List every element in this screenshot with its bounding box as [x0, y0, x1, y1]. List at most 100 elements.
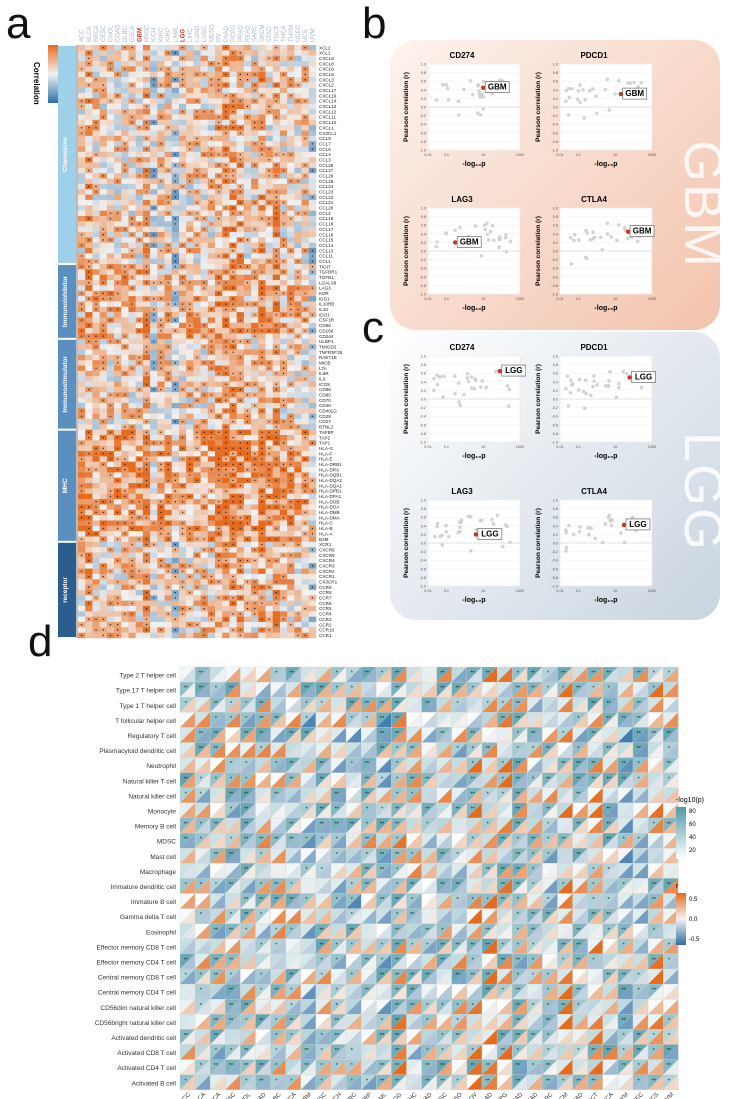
significance-dot: [88, 266, 90, 268]
heatmap-cell: [229, 194, 237, 201]
heatmap-cell: [308, 45, 317, 51]
significance-dot: [145, 314, 148, 316]
heatmap-cell: [229, 77, 237, 83]
heatmap-cell: [272, 178, 281, 185]
significance-dot: [217, 399, 220, 401]
heatmap-cell: [142, 258, 151, 265]
heatmap-cell: [186, 258, 194, 265]
heatmap-cell: [178, 258, 187, 265]
significance-dot: [225, 148, 227, 150]
heatmap-cell: [78, 370, 86, 377]
heatmap-cell: [279, 215, 288, 222]
heatmap-cell: [78, 151, 86, 158]
heatmap-cell: [106, 173, 115, 179]
significance-dot: [203, 228, 205, 231]
significance-dot: [167, 533, 169, 535]
heatmap-cell: [78, 274, 86, 281]
heatmap-cell: [150, 418, 158, 425]
heatmap-cell: [279, 621, 288, 628]
heatmap-cell: [251, 205, 259, 211]
heatmap-cell: [135, 82, 144, 88]
heatmap-cell: [106, 552, 115, 559]
significance-dot: [304, 68, 306, 70]
heatmap-cell: [272, 531, 281, 537]
gene-label: CD244: [319, 334, 334, 339]
significance-dot: [160, 367, 162, 369]
heatmap-cell: [229, 563, 237, 569]
heatmap-cell: [85, 461, 93, 468]
significance-dot: [290, 330, 292, 332]
significance-dot: [203, 420, 205, 423]
heatmap-cell: [78, 579, 86, 585]
heatmap-cell: [243, 541, 252, 548]
significance-dot: [167, 463, 169, 466]
heatmap-cell: [272, 568, 281, 575]
heatmap-cell: [308, 135, 317, 142]
heatmap-cell: [142, 237, 151, 243]
gene-label: CCR9: [319, 585, 332, 590]
significance-dot: [225, 431, 227, 434]
heatmap-cell: [164, 515, 172, 521]
heatmap-cell: [279, 274, 288, 281]
heatmap-cell: [135, 424, 144, 430]
heatmap-cell: [99, 98, 108, 104]
heatmap-cell: [207, 322, 216, 329]
heatmap-cell: [85, 627, 93, 633]
significance-dot: [210, 613, 213, 615]
significance-dot: [80, 105, 83, 108]
heatmap-cell: [106, 242, 115, 249]
heatmap-cell: [193, 483, 201, 489]
heatmap-cell: [193, 541, 201, 548]
significance-dot: [181, 282, 184, 284]
heatmap-cell: [135, 77, 144, 83]
significance-dot: [145, 121, 148, 124]
heatmap-cell: [186, 130, 194, 137]
panel-b-scatter-svg: CD2741.00.80.60.40.20.0-0.2-0.4-0.6-0.8-…: [403, 51, 524, 168]
significance-dot: [167, 73, 169, 76]
heatmap-cell: [251, 317, 259, 323]
heatmap-cell: [207, 520, 216, 527]
significance-dot: [232, 340, 234, 343]
significance-dot: [174, 479, 177, 482]
heatmap-cell: [178, 600, 187, 607]
heatmap-cell: [164, 274, 172, 281]
heatmap-cell: [157, 55, 165, 62]
heatmap-cell: [279, 386, 288, 393]
heatmap-cell: [178, 632, 187, 639]
heatmap-cell: [287, 253, 295, 259]
column-label-PAAD: PAAD: [224, 25, 230, 42]
significance-dot: [261, 463, 263, 466]
heatmap-cell: [85, 210, 93, 217]
significance-dot: [217, 447, 220, 450]
heatmap-cell: [265, 397, 273, 404]
heatmap-cell: [236, 344, 245, 350]
significance-dot: [261, 121, 263, 124]
heatmap-cell: [294, 205, 302, 211]
heatmap-cell: [150, 536, 158, 543]
significance-dot: [160, 324, 162, 327]
heatmap-cell: [171, 493, 180, 500]
heatmap-cell: [178, 269, 187, 275]
heatmap-cell: [287, 322, 295, 329]
heatmap-cell: [193, 194, 201, 201]
heatmap-cell: [207, 504, 216, 510]
heatmap-cell: [106, 93, 115, 99]
heatmap-cell: [215, 536, 223, 543]
gene-label: CCL13: [319, 248, 334, 253]
significance-dot: [124, 148, 126, 150]
heatmap-cell: [251, 242, 259, 249]
heatmap-cell: [215, 55, 223, 62]
gene-label: CCL22: [319, 195, 334, 200]
significance-dot: [275, 426, 278, 428]
heatmap-cell: [251, 231, 259, 238]
significance-dot: [167, 127, 169, 129]
heatmap-cell: [157, 573, 165, 580]
heatmap-cell: [251, 520, 259, 527]
heatmap-cell: [135, 365, 144, 372]
heatmap-cell: [142, 77, 151, 83]
heatmap-cell: [121, 328, 129, 334]
significance-dot: [261, 356, 263, 359]
significance-dot: [254, 303, 256, 305]
heatmap-cell: [106, 408, 115, 414]
heatmap-cell: [258, 611, 266, 617]
